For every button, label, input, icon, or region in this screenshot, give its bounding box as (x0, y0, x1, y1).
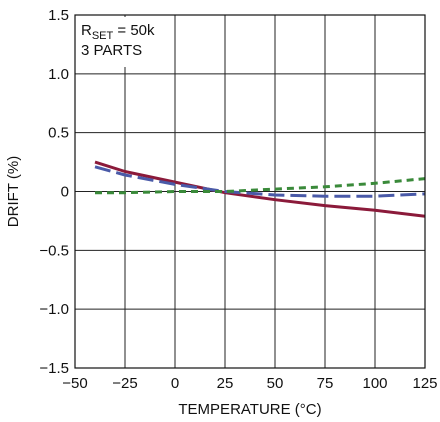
grid (74, 14, 426, 369)
x-axis-label: TEMPERATURE (°C) (178, 401, 321, 418)
annotation-parts: 3 PARTS (81, 42, 142, 59)
plot-frame (74, 14, 426, 369)
annotation-background (77, 17, 171, 67)
x-tick-labels: −50 −25 0 25 50 75 100 125 (62, 375, 437, 392)
x-tick-label: 25 (217, 375, 234, 392)
annotation-box: RSET = 50k 3 PARTS (77, 17, 171, 67)
y-tick-label: −0.5 (39, 242, 69, 259)
x-tick-label: 100 (362, 375, 387, 392)
y-tick-label: 0.5 (48, 125, 69, 142)
y-tick-label: 1.0 (48, 66, 69, 83)
y-tick-label: −1.0 (39, 301, 69, 318)
y-tick-label: −1.5 (39, 360, 69, 377)
series-line-1 (94, 160, 426, 218)
x-tick-label: 0 (171, 375, 179, 392)
y-axis-label: DRIFT (%) (5, 156, 22, 227)
y-tick-label: 0 (61, 184, 69, 201)
x-tick-label: 50 (267, 375, 284, 392)
annotation-rset: RSET = 50k (81, 22, 155, 42)
x-tick-label: 125 (412, 375, 437, 392)
x-tick-label: 75 (317, 375, 334, 392)
y-tick-labels: 1.5 1.0 0.5 0 −0.5 −1.0 −1.5 (39, 7, 69, 377)
x-tick-label: −50 (62, 375, 87, 392)
series-line-3 (95, 177, 426, 195)
y-tick-label: 1.5 (48, 7, 69, 24)
series-lines (94, 160, 426, 218)
series-line-2 (94, 165, 426, 198)
x-tick-label: −25 (112, 375, 137, 392)
